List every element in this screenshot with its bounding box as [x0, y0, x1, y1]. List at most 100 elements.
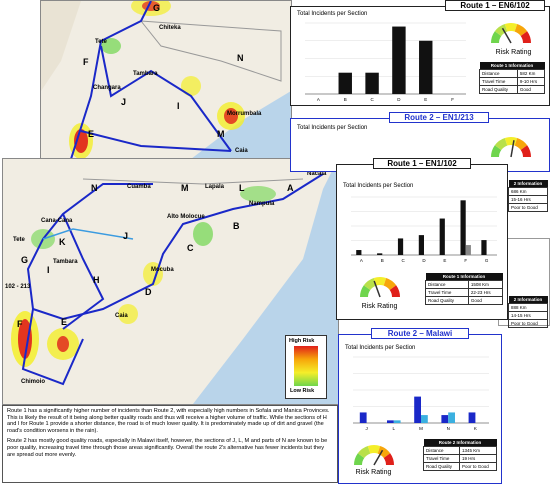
town-label: Cuamba: [127, 184, 151, 190]
gauge-segment: [491, 31, 502, 43]
x-tick-label: L: [393, 426, 396, 431]
info-key: Travel Time: [479, 77, 518, 86]
info-value: 1345 Km: [459, 446, 497, 455]
route1-en1-card[interactable]: Route 1 – EN1/102 Total Incidents per Se…: [336, 158, 508, 320]
route-letter: N: [91, 183, 98, 193]
x-tick-label: K: [474, 426, 477, 431]
gauge-segment: [389, 285, 400, 297]
x-tick-label: D: [397, 97, 401, 102]
route-letter: K: [59, 237, 66, 247]
route-letter: J: [123, 231, 129, 241]
route-letter: A: [287, 183, 294, 193]
route-letter: F: [17, 319, 23, 329]
chart-bar: [397, 238, 404, 255]
gauge-segment: [494, 137, 508, 150]
gauge-segment: [383, 277, 397, 290]
chart-title: Total Incidents per Section: [297, 11, 368, 17]
route-letter: M: [181, 183, 189, 193]
info-header: 2 Information: [508, 180, 548, 188]
x-tick-label: E: [443, 258, 446, 263]
route-letter: E: [88, 129, 95, 139]
chart-bar: [481, 240, 487, 255]
chart-bar: [377, 253, 383, 255]
route-letter: G: [153, 3, 161, 13]
chart-title: Total Incidents per Section: [345, 345, 416, 351]
info-value: 686 Km: [508, 187, 548, 196]
route-letter: F: [83, 57, 89, 67]
info-value: Good: [467, 296, 504, 305]
chart-route1-mid: A B C D E F G: [351, 196, 497, 263]
info-value: Poor to Good: [459, 462, 497, 471]
gauge-segment: [491, 145, 502, 157]
chart-title: Total Incidents per Section: [297, 125, 368, 131]
x-tick-label: N: [447, 426, 450, 431]
route1-en6-card[interactable]: Route 1 – EN6/102 Total Incidents per Se…: [290, 0, 550, 106]
gauge-label: Risk Rating: [361, 303, 398, 310]
town-label: Mocuba: [151, 267, 174, 273]
chart-bar: [421, 415, 428, 423]
risk-gauge: [491, 137, 531, 158]
chart-bar: [448, 412, 455, 423]
town-label: Caia: [235, 148, 248, 154]
town-label: Nacala: [307, 171, 327, 177]
town-label: Lapala: [205, 184, 225, 190]
route-letter: C: [187, 243, 194, 253]
gauge-needle: [501, 27, 512, 44]
info-key: Distance: [425, 280, 469, 289]
info-key: Distance: [422, 446, 461, 455]
info-key: Travel Time: [422, 454, 461, 463]
chart-bar: [465, 245, 471, 255]
chart-route1-top: A B C D E F: [305, 22, 466, 102]
town-label: Morrumbala: [227, 111, 262, 117]
x-tick-label: G: [485, 258, 489, 263]
route-letter: D: [145, 287, 152, 297]
gauge-segment: [494, 23, 508, 36]
info-key: Distance: [479, 69, 518, 78]
chart-bar: [356, 250, 362, 255]
route-letter: G: [21, 255, 29, 265]
x-tick-label: C: [370, 97, 374, 102]
info-value: 19 Hrs: [459, 454, 497, 463]
legend-gradient: [294, 346, 318, 386]
map-bottom[interactable]: Nacala Cuamba Lapala Nampula Alto Molocu…: [2, 158, 339, 405]
risk-gauge: [491, 23, 531, 44]
info-header: Route 1 Information: [479, 62, 545, 70]
chart-bar: [439, 218, 445, 255]
info-value: 582 Km: [516, 69, 546, 78]
gauge-needle: [373, 280, 381, 298]
x-tick-label: E: [424, 97, 427, 102]
gauge-segment: [367, 445, 381, 454]
info-value: Poor to Good: [508, 319, 548, 328]
x-tick-label: M: [419, 426, 423, 431]
peek-info-table: 2 Information 686 Km 15-16 Hrs Poor to G…: [508, 180, 548, 212]
route-letter: I: [47, 265, 50, 275]
map-top-canvas: [41, 1, 291, 159]
info-header: Route 2 Information: [423, 439, 497, 447]
town-label: Caia: [115, 313, 128, 319]
gauge-segment: [520, 31, 531, 43]
gauge-segment: [514, 23, 528, 36]
chart-bar: [392, 26, 406, 94]
gauge-segment: [377, 445, 391, 458]
town-label: Chimoio: [21, 379, 45, 385]
map-top[interactable]: Tete Changara Tambara Chiteka Morrumbala…: [40, 0, 292, 160]
card-title: Route 1 – EN6/102: [445, 0, 545, 11]
town-label: Chiteka: [159, 25, 181, 31]
route-letter: L: [239, 183, 245, 193]
town-label: Tete: [95, 39, 107, 45]
info-value: 22-23 Hrs: [467, 288, 504, 297]
info-header: 2 Information: [508, 296, 548, 304]
peek-info-table: 2 Information 888 Km 14-15 Hrs Poor to G…: [508, 296, 548, 328]
chart-bar: [387, 420, 394, 423]
legend-low-label: Low Risk: [290, 388, 315, 394]
town-label: 102 - 213: [5, 284, 31, 290]
route-letter: M: [217, 129, 225, 139]
town-label: Tambara: [133, 71, 158, 77]
info-value: Poor to Good: [508, 203, 548, 212]
route2-malawi-card[interactable]: Route 2 – Malawi Total Incidents per Sec…: [338, 328, 502, 484]
chart-bar: [393, 420, 401, 423]
x-tick-label: J: [365, 426, 367, 431]
town-label: Nampula: [249, 201, 275, 207]
info-value: 14-15 Hrs: [508, 311, 548, 320]
